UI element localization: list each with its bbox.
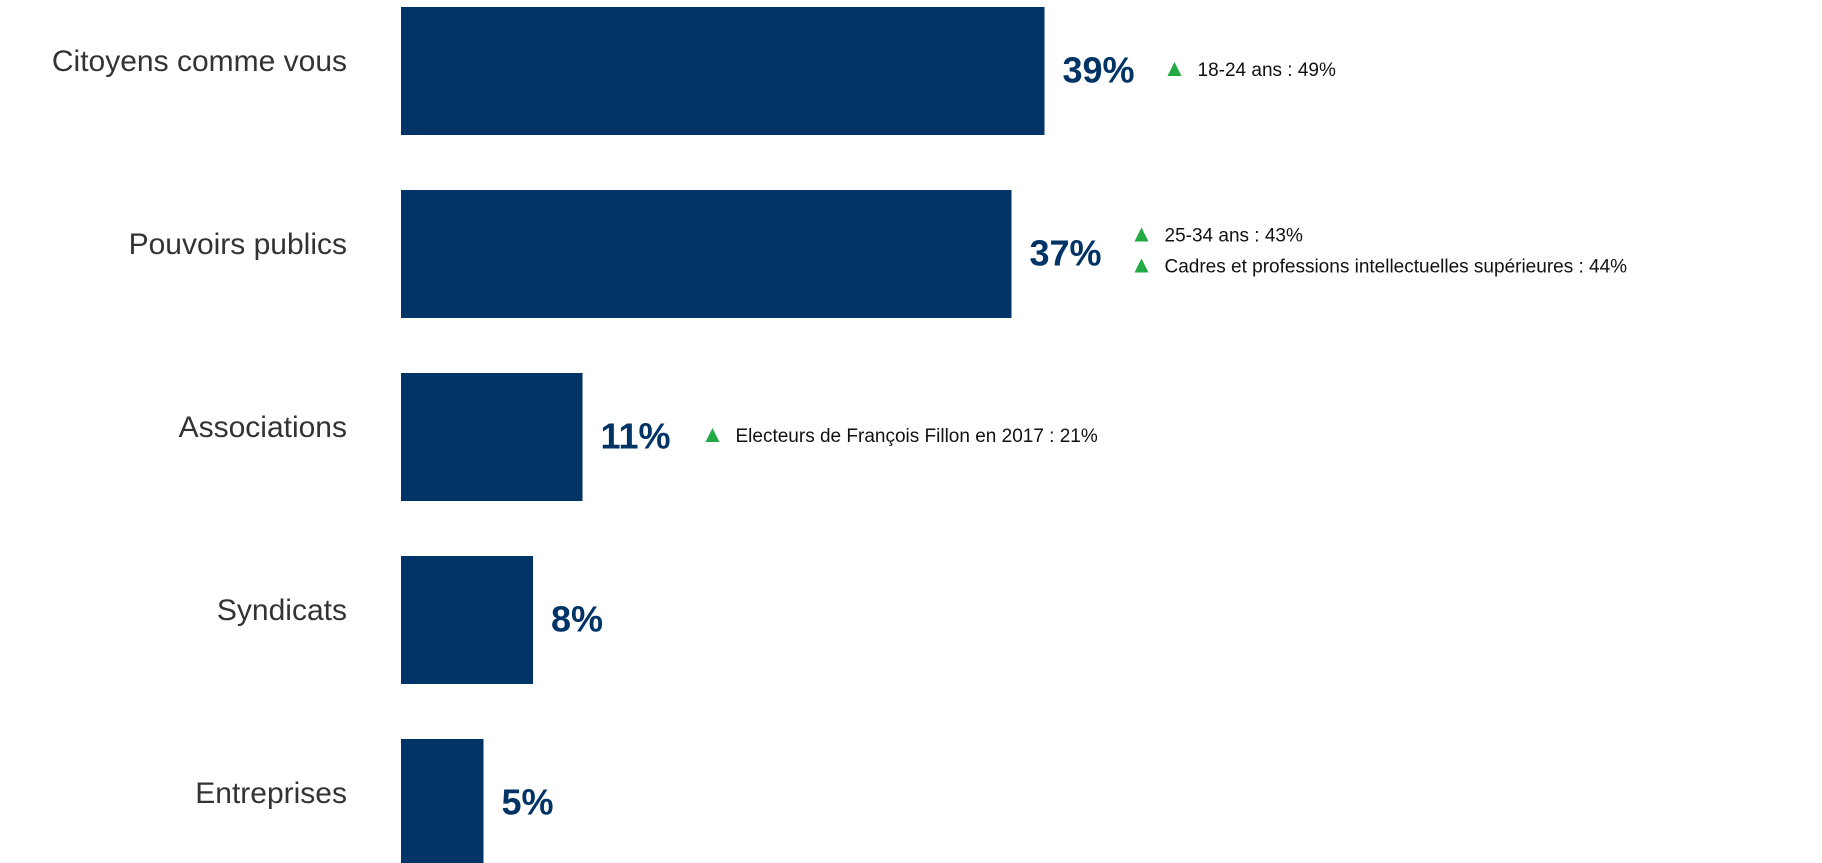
category-label: Citoyens comme vous: [52, 45, 347, 78]
annotation-note: 18-24 ans : 49%: [1198, 60, 1336, 81]
value-label: 11%: [601, 416, 671, 457]
bar: [401, 739, 484, 863]
value-label: 5%: [502, 782, 554, 823]
category-label: Entreprises: [195, 777, 347, 810]
bar: [401, 556, 533, 684]
annotation-note: 25-34 ans : 43%: [1165, 226, 1303, 247]
up-triangle-icon: [1134, 227, 1149, 242]
up-triangle-icon: [1167, 62, 1182, 76]
bar: [401, 190, 1012, 318]
value-label: 39%: [1063, 50, 1135, 91]
annotation-note: Electeurs de François Fillon en 2017 : 2…: [736, 426, 1098, 447]
up-triangle-icon: [705, 428, 720, 442]
value-label: 37%: [1030, 233, 1102, 274]
value-label: 8%: [551, 599, 603, 640]
category-label: Associations: [179, 411, 347, 444]
up-triangle-icon: [1134, 258, 1149, 273]
annotation-note: Cadres et professions intellectuelles su…: [1165, 257, 1628, 278]
category-label: Syndicats: [217, 594, 347, 627]
bar: [401, 7, 1045, 135]
category-label: Pouvoirs publics: [129, 228, 347, 261]
bar: [401, 373, 583, 501]
